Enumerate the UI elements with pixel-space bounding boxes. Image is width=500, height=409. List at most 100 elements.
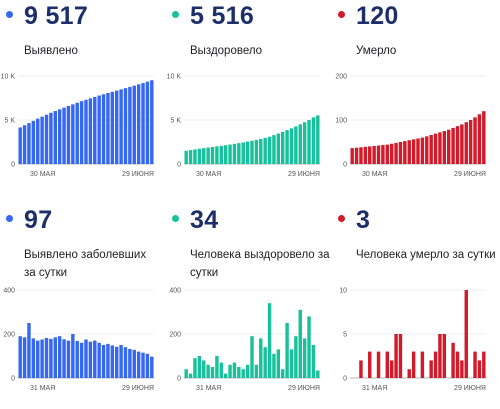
- bar: [482, 111, 486, 164]
- bar: [128, 86, 132, 164]
- died-total-chart: 0 100 200 30 МАЯ 29 ИЮНЯ: [335, 74, 486, 178]
- bar: [193, 358, 197, 378]
- detected-total-value: 9 517: [24, 2, 89, 30]
- bar: [22, 337, 27, 378]
- bar: [188, 373, 193, 378]
- bar: [197, 356, 202, 378]
- bar: [184, 150, 188, 164]
- bar: [114, 90, 119, 164]
- died-daily-value: 3: [356, 206, 371, 234]
- y-tick-label: 400: [3, 288, 15, 295]
- bar: [123, 88, 128, 164]
- recovered-daily-label: Человека выздоровело за сутки: [190, 249, 330, 279]
- bar: [389, 360, 394, 378]
- bar: [250, 336, 254, 378]
- y-tick-label: 100: [335, 118, 347, 125]
- x-end-label: 29 ИЮНЯ: [122, 171, 154, 178]
- bar: [237, 367, 241, 378]
- bar: [285, 323, 289, 378]
- bar: [141, 83, 145, 164]
- bar: [110, 91, 115, 164]
- bar: [385, 144, 390, 164]
- bar: [254, 364, 259, 378]
- bar: [210, 147, 215, 164]
- recovered-total-chart: 0 5 K 10 K 30 МАЯ 29 ИЮНЯ: [167, 74, 320, 178]
- bar: [36, 118, 40, 164]
- bar: [451, 127, 455, 164]
- bar: [62, 339, 66, 378]
- y-tick-label: 200: [169, 332, 181, 339]
- bar: [294, 336, 298, 378]
- bar: [250, 140, 254, 164]
- bar: [184, 369, 188, 378]
- bar: [145, 81, 150, 164]
- bar: [394, 142, 398, 164]
- bar: [132, 85, 136, 164]
- bar: [451, 342, 455, 378]
- bar: [263, 137, 267, 164]
- bar: [385, 351, 390, 378]
- bar: [18, 336, 22, 378]
- bar: [219, 362, 224, 378]
- bar: [477, 360, 482, 378]
- bar: [254, 139, 259, 164]
- series-dot-icon: [338, 215, 345, 222]
- detected-daily-label: Выявлено заболевших за сутки: [24, 249, 147, 279]
- bar: [84, 339, 88, 378]
- bar: [49, 112, 53, 164]
- y-tick-label: 10 K: [167, 74, 182, 81]
- bar: [280, 369, 285, 378]
- bar: [88, 98, 93, 164]
- bar: [429, 360, 433, 378]
- bar: [460, 124, 464, 164]
- bar: [311, 345, 316, 378]
- bar: [259, 138, 263, 164]
- bar: [276, 349, 281, 378]
- bar: [223, 145, 228, 164]
- bar: [219, 145, 224, 164]
- bar: [442, 131, 447, 164]
- bar: [420, 137, 425, 164]
- detected-daily-chart: 0 200 400 31 МАЯ 29 ИЮНЯ: [3, 288, 154, 392]
- series-dot-icon: [6, 215, 13, 222]
- bar: [53, 111, 58, 164]
- bar: [110, 345, 115, 378]
- y-tick-label: 0: [11, 376, 15, 383]
- bar: [106, 92, 110, 164]
- y-tick-label: 200: [335, 74, 347, 81]
- bar: [71, 104, 75, 164]
- bar: [114, 346, 119, 378]
- bar: [31, 120, 36, 164]
- y-tick-label: 200: [3, 332, 15, 339]
- bar: [464, 122, 468, 164]
- bar: [316, 370, 320, 378]
- x-end-label: 29 ИЮНЯ: [288, 385, 320, 392]
- bar: [285, 130, 289, 164]
- y-tick-label: 5 K: [170, 118, 181, 125]
- bar: [193, 149, 197, 164]
- bar: [18, 127, 22, 164]
- bar: [202, 360, 206, 378]
- bar: [128, 348, 132, 378]
- bar: [241, 369, 245, 378]
- bar: [316, 115, 320, 164]
- bar: [376, 145, 381, 164]
- bar: [398, 334, 403, 378]
- bar: [228, 364, 232, 378]
- bar: [228, 144, 232, 164]
- bar: [473, 351, 477, 378]
- bar: [259, 338, 263, 378]
- series-dot-icon: [6, 11, 13, 18]
- bar: [232, 362, 237, 378]
- y-tick-label: 5: [343, 332, 347, 339]
- bar: [307, 316, 311, 378]
- y-tick-label: 400: [169, 288, 181, 295]
- bar: [119, 89, 123, 164]
- detected-total-chart: 0 5 K 10 K 30 МАЯ 29 ИЮНЯ: [1, 74, 154, 178]
- died-daily-chart: 0 5 10 31 МАЯ 29 ИЮНЯ: [339, 288, 486, 392]
- recovered-daily-value: 34: [190, 206, 219, 234]
- bar: [66, 105, 71, 164]
- bar: [267, 136, 272, 164]
- y-tick-label: 0: [343, 376, 347, 383]
- bar: [97, 342, 101, 378]
